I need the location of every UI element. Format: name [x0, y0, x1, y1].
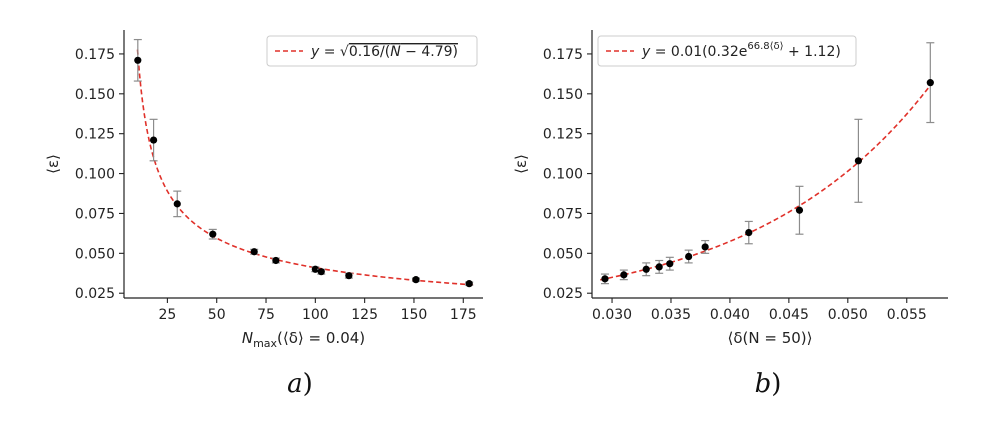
data-point — [601, 275, 609, 283]
legend-label: y = √0.16/(N − 4.79) — [310, 44, 458, 60]
x-tick-label: 175 — [450, 307, 477, 323]
data-point — [685, 252, 693, 261]
data-point — [926, 79, 934, 87]
panel-label: b) — [755, 369, 782, 399]
y-tick-label: 0.175 — [543, 47, 583, 63]
y-tick-label: 0.075 — [543, 206, 583, 222]
legend: y = 0.01(0.32e66.8⟨δ⟩ + 1.12) — [597, 35, 857, 67]
data-point — [666, 260, 674, 268]
fit-curve — [136, 49, 474, 286]
fit-curve — [600, 81, 934, 281]
y-tick-label: 0.050 — [543, 246, 583, 262]
y-tick-label: 0.100 — [75, 167, 115, 183]
data-point — [250, 248, 258, 256]
x-tick-label: 125 — [351, 307, 378, 323]
y-tick-label: 0.025 — [75, 286, 115, 302]
data-point — [795, 206, 804, 214]
y-tick-label: 0.125 — [543, 127, 583, 143]
x-axis-label: Nmax(⟨δ⟩ = 0.04) — [242, 329, 365, 350]
legend-box — [597, 35, 857, 67]
y-tick-label: 0.075 — [75, 206, 115, 222]
y-tick-label: 0.050 — [75, 246, 115, 262]
data-point — [465, 280, 473, 288]
y-tick-label: 0.125 — [75, 127, 115, 143]
data-point — [642, 265, 650, 273]
data-point — [209, 230, 217, 238]
data-point — [701, 243, 709, 251]
chart-panel-b: 0.025 0.050 0.075 0.100 0.125 0.150 0.175 0.030… — [512, 30, 948, 399]
x-axis-label: ⟨δ(N = 50)⟩ — [728, 329, 813, 347]
y-axis-label: ⟨ε⟩ — [512, 154, 530, 174]
y-tick-label: 0.150 — [75, 87, 115, 103]
panel-label: a) — [287, 369, 313, 399]
x-tick-label: 100 — [302, 307, 329, 323]
legend-label: y = 0.01(0.32e66.8⟨δ⟩ + 1.12) — [641, 41, 841, 60]
data-point — [272, 256, 280, 265]
data-point — [149, 136, 158, 144]
y-tick-label: 0.025 — [543, 286, 583, 302]
data-point — [745, 228, 753, 237]
data-point — [345, 272, 353, 280]
data-point — [655, 263, 663, 271]
y-tick-label: 0.150 — [543, 87, 583, 103]
x-tick-label: 0.035 — [651, 307, 691, 323]
x-tick-label: 0.030 — [592, 307, 632, 323]
x-tick-label: 0.055 — [887, 307, 927, 323]
data-point — [173, 200, 181, 208]
data-point — [620, 271, 628, 279]
data-point — [317, 268, 325, 276]
data-point — [412, 276, 420, 284]
data-point — [854, 157, 863, 165]
y-tick-label: 0.175 — [75, 47, 115, 63]
x-tick-label: 0.050 — [828, 307, 868, 323]
x-tick-label: 50 — [208, 307, 226, 323]
x-tick-label: 25 — [158, 307, 176, 323]
x-tick-label: 75 — [257, 307, 275, 323]
data-point — [134, 56, 142, 64]
legend: y = √0.16/(N − 4.79) — [266, 35, 478, 67]
legend-box — [266, 35, 478, 67]
x-tick-label: 0.040 — [710, 307, 750, 323]
x-tick-label: 150 — [401, 307, 428, 323]
y-tick-label: 0.100 — [543, 167, 583, 183]
x-tick-label: 0.045 — [769, 307, 809, 323]
chart-panel-a: 0.025 0.050 0.075 0.100 0.125 0.150 0.175 25 50 7… — [44, 30, 483, 399]
data-point — [311, 265, 319, 273]
y-axis-label: ⟨ε⟩ — [44, 154, 62, 174]
